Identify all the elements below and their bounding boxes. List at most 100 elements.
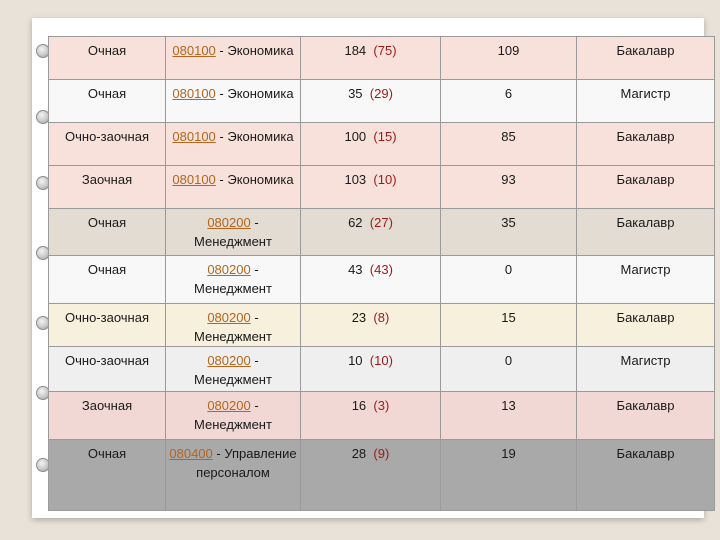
seats-cell: 85 <box>440 122 577 166</box>
count-paren-value: (43) <box>369 262 393 277</box>
study-form-cell: Очно-заочная <box>48 346 166 392</box>
study-form-cell: Очная <box>48 255 166 304</box>
count-value: 43 <box>348 262 363 277</box>
count-value: 184 <box>344 43 367 58</box>
program-code: 080200 <box>207 215 251 230</box>
program-code: 080100 <box>172 43 216 58</box>
degree-level-cell: Бакалавр <box>576 122 715 166</box>
seats-cell: 15 <box>440 303 577 347</box>
count-cell: 103 (10) <box>300 165 441 209</box>
program-cell: 080400 - Управление персоналом <box>165 439 301 511</box>
table-row: Очно-заочная 080200 - Менеджмент 10 (10)… <box>48 346 715 392</box>
program-cell: 080200 - Менеджмент <box>165 255 301 304</box>
study-form-cell: Очная <box>48 79 166 123</box>
degree-level-cell: Бакалавр <box>576 208 715 256</box>
program-name: - Управление персоналом <box>196 446 297 480</box>
program-code: 080100 <box>172 129 216 144</box>
program-name: - Менеджмент <box>194 353 272 387</box>
count-cell: 10 (10) <box>300 346 441 392</box>
program-code: 080200 <box>207 353 251 368</box>
seats-cell: 0 <box>440 346 577 392</box>
count-value: 103 <box>344 172 367 187</box>
count-cell: 23 (8) <box>300 303 441 347</box>
study-form-cell: Очно-заочная <box>48 303 166 347</box>
count-paren-value: (29) <box>369 86 393 101</box>
program-cell: 080100 - Экономика <box>165 165 301 209</box>
study-form-cell: Заочная <box>48 391 166 440</box>
degree-level-cell: Бакалавр <box>576 303 715 347</box>
count-value: 23 <box>351 310 367 325</box>
seats-cell: 19 <box>440 439 577 511</box>
count-cell: 16 (3) <box>300 391 441 440</box>
program-name: - Менеджмент <box>194 262 272 296</box>
count-paren-value: (27) <box>369 215 393 230</box>
count-value: 35 <box>348 86 363 101</box>
program-cell: 080200 - Менеджмент <box>165 303 301 347</box>
table-row: Очно-заочная 080100 - Экономика 100 (15)… <box>48 122 715 166</box>
count-value: 16 <box>351 398 367 413</box>
count-paren-value: (3) <box>373 398 390 413</box>
study-form-cell: Заочная <box>48 165 166 209</box>
program-code: 080100 <box>172 86 216 101</box>
seats-cell: 93 <box>440 165 577 209</box>
program-name: - Экономика <box>215 172 294 187</box>
count-value: 28 <box>351 446 367 461</box>
seats-cell: 109 <box>440 36 577 80</box>
count-cell: 35 (29) <box>300 79 441 123</box>
program-cell: 080100 - Экономика <box>165 122 301 166</box>
table-row: Очная 080200 - Менеджмент 43 (43) 0 Маги… <box>48 255 715 304</box>
study-form-cell: Очная <box>48 439 166 511</box>
program-code: 080200 <box>207 398 251 413</box>
program-name: - Менеджмент <box>194 398 272 432</box>
degree-level-cell: Бакалавр <box>576 439 715 511</box>
count-value: 100 <box>344 129 367 144</box>
study-form-cell: Очная <box>48 208 166 256</box>
seats-cell: 35 <box>440 208 577 256</box>
program-code: 080200 <box>207 310 251 325</box>
count-cell: 28 (9) <box>300 439 441 511</box>
count-cell: 100 (15) <box>300 122 441 166</box>
count-cell: 62 (27) <box>300 208 441 256</box>
count-paren-value: (75) <box>373 43 397 58</box>
program-cell: 080100 - Экономика <box>165 36 301 80</box>
table-row: Заочная 080100 - Экономика 103 (10) 93 Б… <box>48 165 715 209</box>
table-row: Очно-заочная 080200 - Менеджмент 23 (8) … <box>48 303 715 347</box>
program-cell: 080200 - Менеджмент <box>165 208 301 256</box>
program-name: - Менеджмент <box>194 310 272 344</box>
count-paren-value: (9) <box>373 446 390 461</box>
seats-cell: 0 <box>440 255 577 304</box>
count-paren-value: (10) <box>369 353 393 368</box>
table-row: Очная 080200 - Менеджмент 62 (27) 35 Бак… <box>48 208 715 256</box>
table-row: Очная 080100 - Экономика 184 (75) 109 Ба… <box>48 36 715 80</box>
count-cell: 184 (75) <box>300 36 441 80</box>
program-cell: 080200 - Менеджмент <box>165 346 301 392</box>
program-name: - Экономика <box>215 43 294 58</box>
degree-level-cell: Бакалавр <box>576 36 715 80</box>
table-row: Очная 080400 - Управление персоналом 28 … <box>48 439 715 511</box>
program-code: 080400 <box>169 446 213 461</box>
count-paren-value: (8) <box>373 310 390 325</box>
degree-level-cell: Магистр <box>576 255 715 304</box>
count-value: 62 <box>348 215 363 230</box>
program-code: 080200 <box>207 262 251 277</box>
study-form-cell: Очная <box>48 36 166 80</box>
program-name: - Менеджмент <box>194 215 272 249</box>
count-paren-value: (15) <box>373 129 397 144</box>
table-row: Заочная 080200 - Менеджмент 16 (3) 13 Ба… <box>48 391 715 440</box>
program-name: - Экономика <box>215 86 294 101</box>
admissions-table: Очная 080100 - Экономика 184 (75) 109 Ба… <box>48 36 715 511</box>
table-row: Очная 080100 - Экономика 35 (29) 6 Магис… <box>48 79 715 123</box>
program-cell: 080200 - Менеджмент <box>165 391 301 440</box>
degree-level-cell: Бакалавр <box>576 391 715 440</box>
count-cell: 43 (43) <box>300 255 441 304</box>
study-form-cell: Очно-заочная <box>48 122 166 166</box>
seats-cell: 6 <box>440 79 577 123</box>
degree-level-cell: Магистр <box>576 346 715 392</box>
degree-level-cell: Бакалавр <box>576 165 715 209</box>
program-name: - Экономика <box>215 129 294 144</box>
program-cell: 080100 - Экономика <box>165 79 301 123</box>
count-value: 10 <box>348 353 363 368</box>
program-code: 080100 <box>172 172 216 187</box>
degree-level-cell: Магистр <box>576 79 715 123</box>
count-paren-value: (10) <box>373 172 397 187</box>
